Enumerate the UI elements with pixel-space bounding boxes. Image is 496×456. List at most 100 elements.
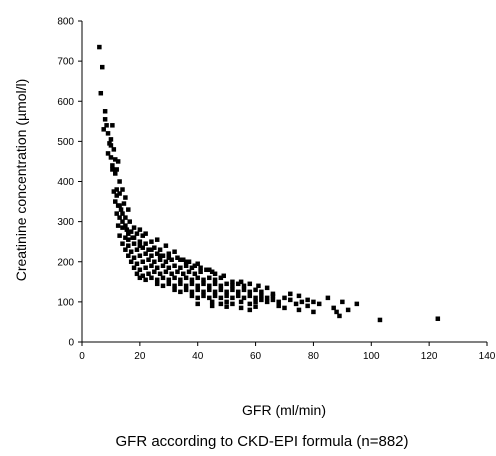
data-point bbox=[126, 253, 131, 258]
data-point bbox=[114, 211, 119, 216]
data-point bbox=[247, 281, 253, 287]
data-point bbox=[149, 247, 154, 252]
data-point bbox=[238, 299, 244, 305]
data-point bbox=[195, 301, 200, 307]
data-point bbox=[140, 233, 145, 238]
data-point bbox=[113, 157, 118, 162]
data-point bbox=[293, 301, 299, 307]
y-tick-label: 800 bbox=[57, 17, 74, 28]
data-point bbox=[146, 271, 151, 277]
x-tick-label: 140 bbox=[479, 351, 496, 362]
data-point bbox=[354, 301, 360, 307]
data-point bbox=[201, 293, 206, 299]
data-point bbox=[264, 299, 270, 305]
data-point bbox=[235, 293, 241, 299]
data-point bbox=[218, 295, 224, 301]
data-point bbox=[128, 249, 134, 254]
data-point bbox=[235, 289, 241, 295]
data-point bbox=[115, 159, 121, 164]
data-point bbox=[104, 123, 109, 128]
data-point bbox=[163, 243, 169, 248]
data-point bbox=[241, 295, 247, 301]
data-point bbox=[169, 271, 174, 277]
data-point bbox=[114, 193, 119, 198]
data-point bbox=[230, 283, 235, 289]
data-point bbox=[276, 299, 281, 305]
data-point bbox=[207, 295, 212, 301]
data-point bbox=[183, 283, 189, 289]
data-point bbox=[189, 265, 195, 271]
data-point bbox=[195, 283, 200, 289]
data-point bbox=[218, 275, 224, 281]
data-point bbox=[163, 269, 169, 275]
data-point bbox=[114, 167, 119, 172]
data-point bbox=[247, 301, 253, 307]
data-point bbox=[178, 277, 183, 283]
data-point bbox=[299, 299, 305, 305]
data-point bbox=[230, 295, 235, 301]
data-point bbox=[316, 301, 322, 307]
data-point bbox=[134, 247, 140, 252]
data-point bbox=[126, 231, 131, 236]
data-point bbox=[140, 259, 145, 264]
data-point bbox=[212, 289, 218, 295]
data-point bbox=[270, 291, 276, 297]
data-point bbox=[108, 155, 114, 160]
data-point bbox=[123, 247, 128, 252]
data-point bbox=[166, 277, 172, 283]
data-point bbox=[198, 269, 203, 275]
data-point bbox=[100, 64, 105, 70]
data-point bbox=[117, 179, 122, 184]
data-point bbox=[117, 203, 122, 208]
data-point bbox=[189, 281, 195, 287]
data-point bbox=[149, 239, 154, 244]
data-point bbox=[166, 281, 172, 287]
data-point bbox=[204, 267, 209, 273]
data-point bbox=[207, 283, 212, 289]
data-point bbox=[154, 237, 160, 242]
data-point bbox=[152, 259, 157, 264]
data-point bbox=[154, 281, 160, 287]
data-point bbox=[105, 151, 111, 156]
data-point bbox=[110, 123, 115, 128]
y-tick-label: 0 bbox=[68, 338, 74, 349]
data-point bbox=[259, 297, 264, 303]
x-axis-title: GFR (ml/min) bbox=[242, 402, 326, 418]
data-point bbox=[331, 305, 336, 311]
data-point bbox=[259, 293, 264, 299]
data-point bbox=[140, 273, 145, 279]
x-tick-label: 0 bbox=[79, 351, 85, 362]
data-point bbox=[218, 283, 224, 289]
data-point bbox=[149, 253, 154, 258]
data-point bbox=[230, 279, 235, 285]
data-point bbox=[207, 287, 212, 293]
data-point bbox=[195, 275, 200, 281]
data-point bbox=[247, 293, 253, 299]
data-point bbox=[108, 137, 114, 142]
data-point bbox=[137, 227, 143, 232]
data-point bbox=[218, 287, 224, 293]
data-point bbox=[134, 261, 140, 267]
data-point bbox=[143, 251, 148, 256]
data-point bbox=[178, 289, 183, 295]
data-point bbox=[212, 271, 218, 277]
y-tick-label: 200 bbox=[57, 257, 74, 268]
data-point bbox=[282, 305, 287, 311]
data-point bbox=[195, 295, 200, 301]
data-point bbox=[117, 233, 122, 238]
data-point bbox=[253, 295, 258, 301]
data-point bbox=[221, 273, 226, 279]
chart-caption: GFR according to CKD-EPI formula (n=882) bbox=[115, 433, 408, 450]
data-point bbox=[189, 293, 195, 299]
data-point bbox=[305, 303, 310, 309]
y-tick-label: 600 bbox=[57, 97, 74, 108]
data-point bbox=[160, 275, 166, 281]
data-point bbox=[117, 191, 122, 196]
data-point bbox=[241, 287, 247, 293]
data-point bbox=[121, 201, 127, 206]
data-point bbox=[128, 229, 134, 234]
y-tick-label: 100 bbox=[57, 297, 74, 308]
data-point bbox=[146, 247, 151, 252]
data-point bbox=[296, 307, 302, 313]
